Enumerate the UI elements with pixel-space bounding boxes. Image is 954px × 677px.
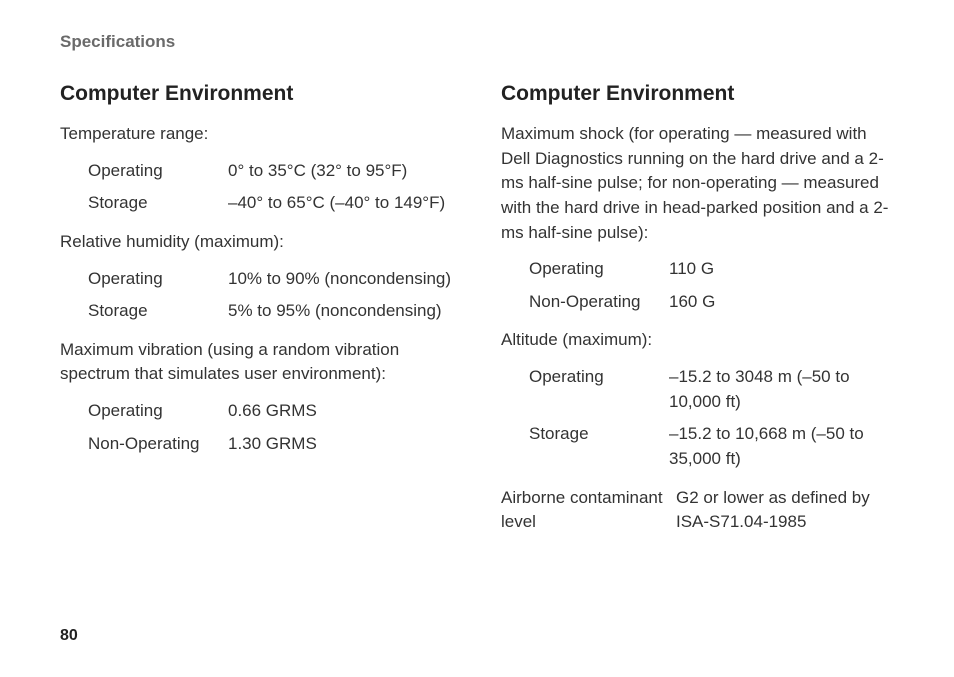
contaminant-value: G2 or lower as defined by ISA-S71.04-198… — [676, 486, 894, 535]
row-value: 160 G — [669, 290, 894, 315]
table-row: Operating 110 G — [529, 253, 894, 286]
humidity-heading: Relative humidity (maximum): — [60, 230, 453, 255]
table-row: Operating 0.66 GRMS — [88, 395, 453, 428]
row-label: Operating — [88, 159, 228, 184]
table-row: Storage –40° to 65°C (–40° to 149°F) — [88, 187, 453, 220]
row-value: 0° to 35°C (32° to 95°F) — [228, 159, 453, 184]
vibration-table: Operating 0.66 GRMS Non-Operating 1.30 G… — [88, 395, 453, 460]
table-row: Operating –15.2 to 3048 m (–50 to 10,000… — [529, 361, 894, 418]
row-label: Storage — [88, 191, 228, 216]
table-row: Storage 5% to 95% (noncondensing) — [88, 295, 453, 328]
two-column-layout: Computer Environment Temperature range: … — [60, 82, 894, 543]
contaminant-label: Airborne contaminant level — [501, 486, 676, 535]
row-value: 10% to 90% (noncondensing) — [228, 267, 453, 292]
shock-heading: Maximum shock (for operating — measured … — [501, 122, 894, 245]
row-value: –15.2 to 10,668 m (–50 to 35,000 ft) — [669, 422, 894, 471]
shock-table: Operating 110 G Non-Operating 160 G — [529, 253, 894, 318]
row-value: 0.66 GRMS — [228, 399, 453, 424]
section-title-left: Computer Environment — [60, 82, 453, 106]
section-title-right: Computer Environment — [501, 82, 894, 106]
left-column: Computer Environment Temperature range: … — [60, 82, 453, 543]
table-row: Non-Operating 160 G — [529, 286, 894, 319]
row-label: Storage — [529, 422, 669, 471]
contaminant-row: Airborne contaminant level G2 or lower a… — [501, 486, 894, 535]
table-row: Operating 0° to 35°C (32° to 95°F) — [88, 155, 453, 188]
altitude-table: Operating –15.2 to 3048 m (–50 to 10,000… — [529, 361, 894, 476]
row-value: 5% to 95% (noncondensing) — [228, 299, 453, 324]
row-label: Non-Operating — [88, 432, 228, 457]
page-header: Specifications — [60, 32, 894, 52]
row-label: Operating — [529, 365, 669, 414]
right-column: Computer Environment Maximum shock (for … — [501, 82, 894, 543]
vibration-heading: Maximum vibration (using a random vibrat… — [60, 338, 453, 387]
row-value: 1.30 GRMS — [228, 432, 453, 457]
altitude-heading: Altitude (maximum): — [501, 328, 894, 353]
row-label: Operating — [88, 267, 228, 292]
humidity-table: Operating 10% to 90% (noncondensing) Sto… — [88, 263, 453, 328]
temp-range-heading: Temperature range: — [60, 122, 453, 147]
row-value: –40° to 65°C (–40° to 149°F) — [228, 191, 453, 216]
row-value: –15.2 to 3048 m (–50 to 10,000 ft) — [669, 365, 894, 414]
row-value: 110 G — [669, 257, 894, 282]
table-row: Non-Operating 1.30 GRMS — [88, 428, 453, 461]
table-row: Operating 10% to 90% (noncondensing) — [88, 263, 453, 296]
row-label: Operating — [88, 399, 228, 424]
table-row: Storage –15.2 to 10,668 m (–50 to 35,000… — [529, 418, 894, 475]
row-label: Storage — [88, 299, 228, 324]
row-label: Operating — [529, 257, 669, 282]
temp-table: Operating 0° to 35°C (32° to 95°F) Stora… — [88, 155, 453, 220]
row-label: Non-Operating — [529, 290, 669, 315]
page-number: 80 — [60, 627, 78, 645]
